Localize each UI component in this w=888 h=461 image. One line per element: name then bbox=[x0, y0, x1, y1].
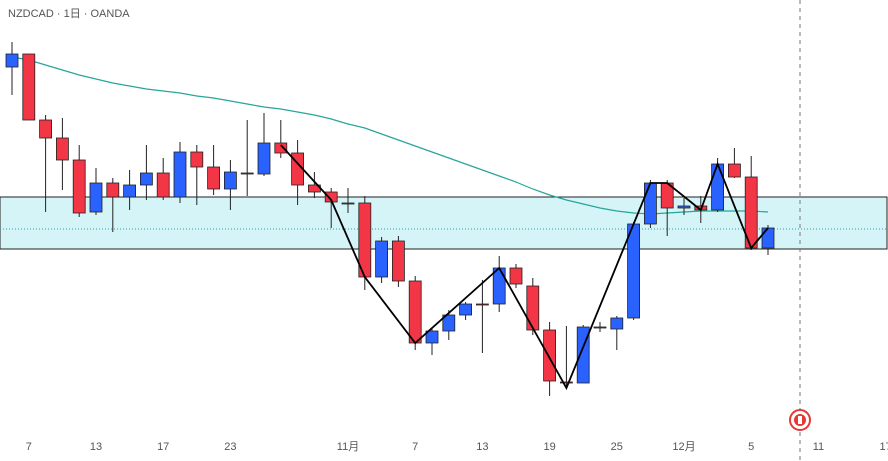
x-tick-label: 12月 bbox=[672, 441, 695, 453]
candle-body bbox=[526, 285, 540, 331]
moving-average bbox=[11, 56, 769, 215]
candle-body bbox=[72, 159, 86, 214]
candle-body bbox=[475, 303, 489, 306]
x-tick-label: 11 bbox=[813, 441, 824, 453]
candle-body bbox=[39, 119, 52, 139]
x-tick-label: 23 bbox=[224, 441, 236, 453]
candle-body bbox=[274, 142, 288, 154]
candle-body bbox=[560, 381, 573, 384]
candle-body bbox=[408, 280, 422, 344]
candle-body bbox=[89, 182, 103, 213]
candle-body bbox=[492, 267, 506, 305]
candle-body bbox=[123, 184, 136, 198]
x-tick-label: 5 bbox=[748, 441, 754, 453]
candle-body bbox=[223, 171, 237, 190]
candle-body bbox=[677, 205, 691, 209]
flag-icon bbox=[789, 409, 811, 431]
candle-body bbox=[139, 172, 153, 186]
candle-body bbox=[627, 223, 640, 319]
candle-body bbox=[425, 330, 439, 344]
candle-body bbox=[728, 163, 741, 178]
candle-body bbox=[207, 166, 221, 190]
candle-body bbox=[459, 303, 473, 316]
zigzag bbox=[280, 144, 769, 391]
x-tick-label: 7 bbox=[412, 441, 418, 453]
candle-body bbox=[509, 267, 523, 285]
candle-body bbox=[391, 240, 405, 282]
x-tick-label: 13 bbox=[476, 441, 488, 453]
x-tick-label: 25 bbox=[611, 441, 623, 453]
candle-body bbox=[610, 317, 624, 330]
zone bbox=[0, 196, 888, 250]
chart-title: NZDCAD · 1日 · OANDA bbox=[8, 8, 130, 20]
candle-body bbox=[106, 182, 120, 198]
candle-body bbox=[761, 227, 775, 249]
x-tick-label: 7 bbox=[26, 441, 32, 453]
candle-body bbox=[22, 53, 36, 121]
candle-body bbox=[543, 329, 556, 382]
candle-body bbox=[5, 53, 19, 68]
candle-body bbox=[156, 172, 170, 198]
candle-body bbox=[442, 314, 456, 332]
candle-body bbox=[257, 142, 271, 175]
x-tick-label: 19 bbox=[543, 441, 555, 453]
candle-body bbox=[56, 137, 69, 161]
x-tick-label: 13 bbox=[90, 441, 102, 453]
candle-body bbox=[644, 182, 657, 225]
candle-body bbox=[240, 172, 254, 175]
candle-body bbox=[173, 151, 187, 198]
candle-body bbox=[711, 163, 724, 211]
x-tick-label: 11月 bbox=[337, 441, 359, 453]
candle-body bbox=[593, 326, 607, 329]
x-tick-label: 17 bbox=[157, 441, 169, 453]
candle-body bbox=[375, 240, 389, 278]
x-tick-label: 17 bbox=[879, 441, 888, 453]
candle-body bbox=[341, 202, 355, 205]
candle-body bbox=[190, 151, 204, 168]
